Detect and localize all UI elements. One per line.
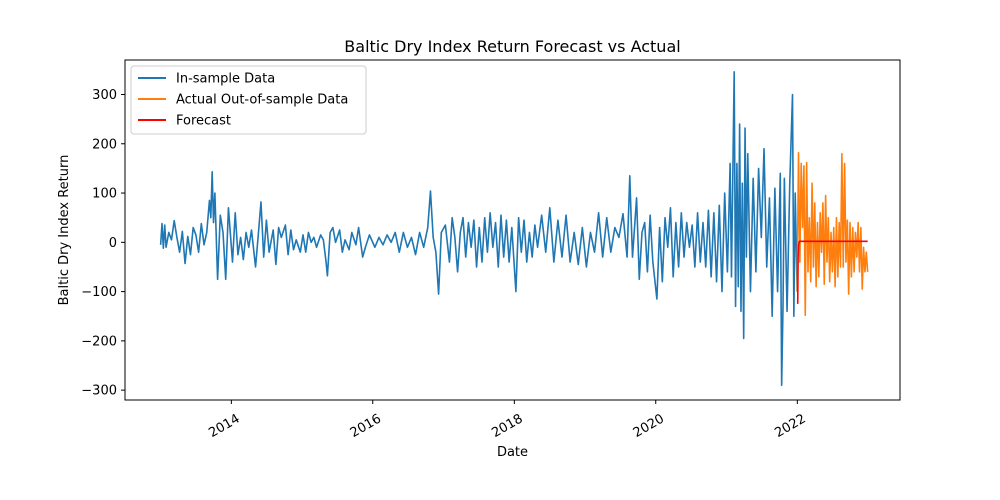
legend-label-forecast: Forecast [176,114,231,129]
legend-label-in-sample-data: In-sample Data [176,72,275,87]
y-tick-label: −300 [81,384,117,399]
y-tick-label: 200 [92,137,117,152]
y-tick-label: 100 [92,187,117,202]
plot-area [159,71,869,387]
series-line-forecast [796,240,868,304]
y-tick-label: −100 [81,285,117,300]
y-tick-label: 300 [92,88,117,103]
y-axis: −300 −200 −100 0 100 200 300 [81,88,125,399]
y-tick-label: −200 [81,334,117,349]
x-axis-label: Date [497,445,528,460]
chart-title: Baltic Dry Index Return Forecast vs Actu… [344,37,680,56]
y-tick-label: 0 [109,236,117,251]
legend: In-sample Data Actual Out-of-sample Data F… [130,65,367,135]
plot-frame [124,59,901,401]
y-axis-label: Baltic Dry Index Return [57,155,72,306]
series-layer [159,71,869,387]
legend-box [130,65,367,135]
series-line-in-sample-data [159,71,798,387]
legend-label-actual-out-of-sample-data: Actual Out-of-sample Data [176,93,348,108]
